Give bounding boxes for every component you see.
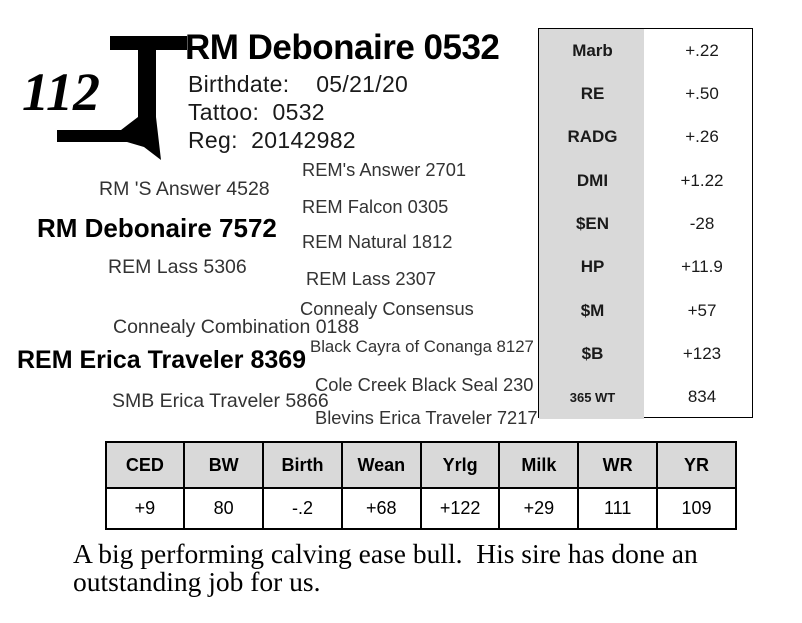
svg-text:112: 112 xyxy=(22,62,100,122)
